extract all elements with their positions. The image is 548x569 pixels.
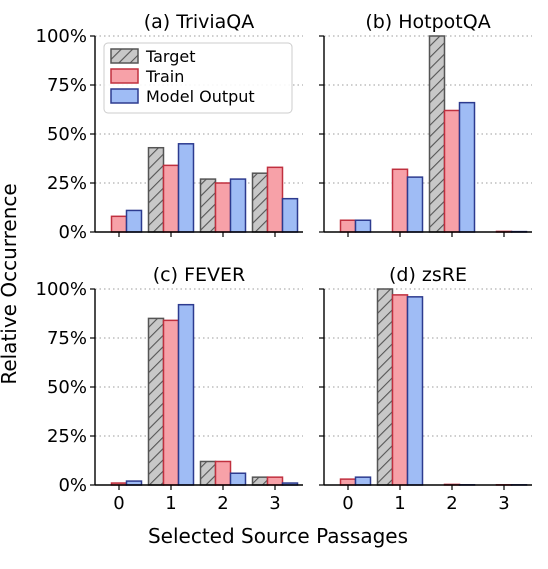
panel-title: (a) TriviaQA xyxy=(144,11,255,33)
panel-4: 0 1 2 3 (d) zsRE xyxy=(319,264,532,514)
panel-title: (d) zsRE xyxy=(389,264,467,286)
bar-train xyxy=(339,478,357,486)
bar-model-output xyxy=(281,197,299,233)
x-tick-label: 0 xyxy=(342,493,353,514)
panels: 0%25%50%75%100%(a) TriviaQA (b) HotpotQA0… xyxy=(36,11,532,514)
bar-train xyxy=(110,215,128,233)
legend-label: Target xyxy=(145,47,196,66)
y-axis-label: Relative Occurrence xyxy=(0,183,21,384)
bar-model-output xyxy=(229,472,247,486)
y-tick-label: 100% xyxy=(36,279,87,300)
y-tick-label: 0% xyxy=(58,222,87,243)
bar-train xyxy=(391,294,409,486)
legend-label: Train xyxy=(145,67,184,86)
legend-box xyxy=(103,42,293,114)
panel-3: 0% 25% 50% 75% 100% 0 1 2 3 (c) FEVER xyxy=(36,264,303,514)
legend-label: Model Output xyxy=(146,87,255,106)
bar-model-output xyxy=(125,209,143,233)
bar-train xyxy=(391,168,409,233)
y-tick-label: 25% xyxy=(47,173,87,194)
bar-train xyxy=(214,182,232,233)
bar-train xyxy=(214,460,232,486)
x-tick-label: 1 xyxy=(394,493,405,514)
bar-target xyxy=(199,178,217,233)
bar-target xyxy=(251,172,269,233)
bar-model-output xyxy=(406,176,424,233)
legend-swatch xyxy=(110,68,139,84)
y-tick-label: 100% xyxy=(36,26,87,47)
legend-swatch xyxy=(110,88,139,104)
x-tick-label: 3 xyxy=(269,493,280,514)
x-tick-label: 3 xyxy=(498,493,509,514)
bar-train xyxy=(443,109,461,233)
bar-model-output xyxy=(229,178,247,233)
bar-model-output xyxy=(354,219,372,233)
bar-model-output xyxy=(458,101,476,233)
bar-train xyxy=(339,219,357,233)
bar-target xyxy=(199,460,217,486)
x-tick-label: 0 xyxy=(113,493,124,514)
y-tick-label: 0% xyxy=(58,475,87,496)
y-tick-label: 25% xyxy=(47,426,87,447)
bar-train xyxy=(266,166,284,233)
panel-2: (b) HotpotQA xyxy=(319,11,532,237)
panel-title: (b) HotpotQA xyxy=(365,11,490,33)
x-tick-label: 2 xyxy=(446,493,457,514)
bar-train xyxy=(266,476,284,486)
bar-model-output xyxy=(406,296,424,486)
panel-1: 0% 25% 50% 75% 100% (a) TriviaQA xyxy=(36,11,303,243)
x-tick-label: 1 xyxy=(165,493,176,514)
y-tick-label: 50% xyxy=(47,124,87,145)
bar-train xyxy=(162,319,180,486)
bar-train xyxy=(162,164,180,233)
panel-title: (c) FEVER xyxy=(153,264,245,286)
x-tick-label: 2 xyxy=(217,493,228,514)
y-tick-label: 75% xyxy=(47,328,87,349)
legend-swatch xyxy=(110,48,139,64)
bar-target xyxy=(376,288,394,486)
x-axis-label: Selected Source Passages xyxy=(148,524,408,548)
bar-model-output xyxy=(354,476,372,486)
y-tick-label: 75% xyxy=(47,75,87,96)
y-tick-label: 50% xyxy=(47,377,87,398)
bar-target xyxy=(147,146,165,233)
bar-target xyxy=(428,35,446,233)
bar-target xyxy=(251,476,269,486)
bar-target xyxy=(147,317,165,486)
bar-model-output xyxy=(177,143,195,233)
bar-model-output xyxy=(177,303,195,486)
